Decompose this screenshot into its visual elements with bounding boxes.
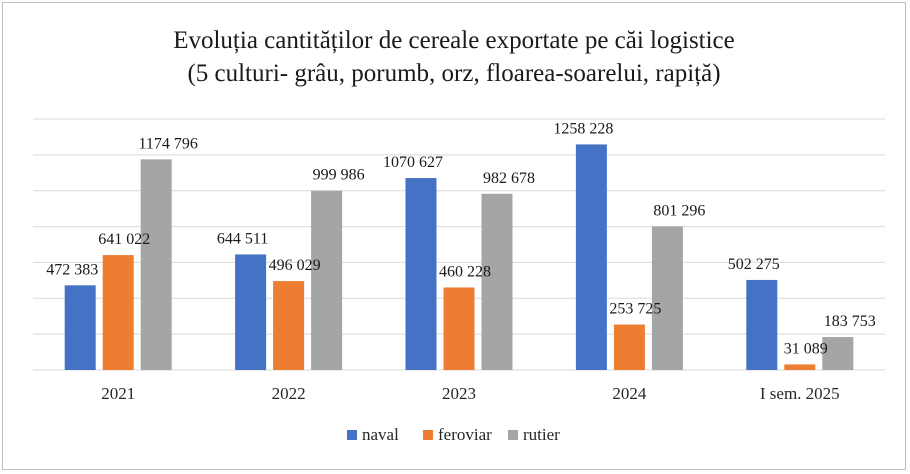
bar-rutier-4	[822, 337, 854, 370]
x-tick-label: 2024	[612, 384, 647, 403]
bar-naval-4	[746, 279, 778, 370]
x-tick-label: 2022	[272, 384, 306, 403]
legend-swatch-feroviar	[423, 430, 433, 440]
data-label-naval-0: 472 383	[46, 261, 98, 278]
bar-naval-0	[64, 285, 96, 370]
data-label-feroviar-2: 460 228	[439, 263, 491, 280]
data-label-rutier-2: 982 678	[483, 170, 535, 187]
bar-feroviar-4	[784, 364, 816, 370]
data-label-rutier-4: 183 753	[824, 313, 876, 330]
legend-label-rutier: rutier	[523, 425, 560, 444]
data-label-feroviar-0: 641 022	[98, 231, 150, 248]
bar-naval-2	[405, 178, 437, 370]
x-tick-label: 2023	[442, 384, 476, 403]
legend-swatch-naval	[347, 430, 357, 440]
legend-swatch-rutier	[508, 430, 518, 440]
bar-naval-1	[235, 254, 267, 370]
bar-feroviar-2	[443, 287, 475, 370]
bar-feroviar-3	[613, 324, 645, 370]
bar-naval-3	[575, 144, 607, 370]
bar-feroviar-1	[273, 281, 305, 370]
data-label-feroviar-1: 496 029	[269, 257, 321, 274]
legend-label-feroviar: feroviar	[438, 425, 492, 444]
bar-feroviar-0	[102, 255, 134, 370]
bar-rutier-0	[140, 159, 172, 370]
data-label-naval-1: 644 511	[217, 230, 268, 247]
data-label-rutier-1: 999 986	[313, 167, 365, 184]
x-axis: 2021 2022 2023 2024 I sem. 2025	[101, 384, 839, 403]
bar-rutier-2	[481, 193, 513, 370]
bars	[64, 144, 854, 370]
data-label-feroviar-3: 253 725	[609, 301, 661, 318]
data-label-feroviar-4: 31 089	[784, 340, 828, 357]
data-label-naval-2: 1070 627	[383, 154, 443, 171]
bar-rutier-1	[311, 190, 343, 370]
legend-label-naval: naval	[362, 425, 399, 444]
chart-title: Evoluția cantităților de cereale exporta…	[173, 27, 735, 87]
legend: naval feroviar rutier	[347, 425, 560, 444]
bar-rutier-3	[651, 226, 683, 370]
data-label-rutier-0: 1174 796	[138, 135, 197, 152]
bar-chart: Evoluția cantităților de cereale exporta…	[33, 27, 885, 444]
chart-title-line-2: (5 culturi- grâu, porumb, orz, floarea-s…	[187, 60, 720, 87]
data-label-naval-4: 502 275	[728, 256, 780, 273]
chart-title-line-1: Evoluția cantităților de cereale exporta…	[173, 27, 735, 54]
x-tick-label: I sem. 2025	[760, 384, 840, 403]
data-label-rutier-3: 801 296	[653, 202, 705, 219]
data-label-naval-3: 1258 228	[553, 120, 613, 137]
x-tick-label: 2021	[101, 384, 135, 403]
